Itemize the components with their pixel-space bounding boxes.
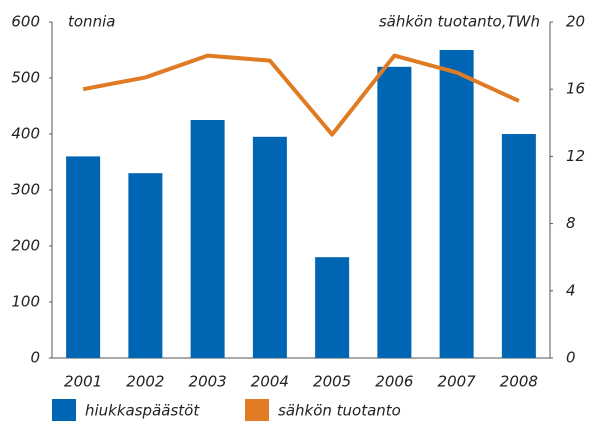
x-tick-label: 2008: [500, 373, 538, 391]
y-axis-label: tonnia: [68, 13, 115, 31]
bar: [315, 257, 350, 358]
y-tick-label: 600: [11, 13, 40, 31]
y-tick-label: 100: [11, 293, 40, 311]
line: [82, 53, 520, 137]
x-tick-label: 2002: [126, 373, 164, 391]
y2-axis-label: sähkön tuotanto,TWh: [379, 13, 540, 31]
y-tick-label: 200: [11, 237, 40, 255]
legend-swatch: [245, 399, 269, 421]
x-tick-label: 2004: [251, 373, 289, 391]
x-tick-label: 2007: [438, 373, 477, 391]
y-tick-label: 300: [11, 181, 40, 199]
y2-tick-label: 8: [566, 214, 576, 232]
bar: [377, 66, 412, 359]
y2-tick-label: 16: [566, 80, 585, 98]
x-tick-label: 2005: [313, 373, 351, 391]
bar: [252, 136, 287, 358]
bar: [66, 156, 101, 358]
bar: [190, 120, 225, 358]
x-tick-label: 2003: [189, 373, 227, 391]
y-tick-label: 400: [11, 125, 40, 143]
y2-tick-label: 12: [566, 147, 585, 165]
y-tick-label: 500: [11, 69, 40, 87]
x-tick-label: 2001: [64, 373, 102, 391]
y2-tick-label: 4: [566, 281, 576, 299]
y2-tick-label: 20: [566, 13, 585, 31]
x-tick-label: 2006: [375, 373, 413, 391]
legend-label: hiukkaspäästöt: [85, 402, 200, 420]
legend-label: sähkön tuotanto: [278, 402, 401, 420]
legend-swatch: [52, 399, 76, 421]
bar: [439, 50, 474, 358]
y2-tick-label: 0: [566, 349, 576, 367]
bar: [128, 173, 163, 358]
y-tick-label: 0: [30, 349, 40, 367]
bar: [501, 134, 536, 358]
